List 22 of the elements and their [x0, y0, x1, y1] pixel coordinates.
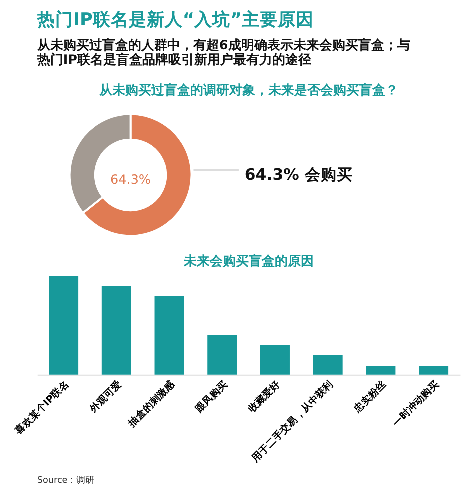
bar: [154, 296, 184, 375]
bar: [419, 366, 449, 375]
bar: [313, 355, 343, 375]
chart-title: 热门IP联名是新人“入坑”主要原因: [36, 10, 314, 31]
x-tick-label: 喜欢某个IP联名: [12, 378, 72, 438]
source-note: Source：调研: [37, 475, 95, 486]
data-label: 64.3%: [110, 173, 152, 188]
bar: [366, 366, 396, 375]
chart-subtitle: 从未购买过盲盒的人群中，有超6成明确表示未来会购买盲盒；与热门IP联名是盲盒品牌吸引新用户最有力的途径: [36, 37, 410, 68]
x-tick-label: 收藏爱好: [246, 378, 283, 416]
x-tick-label: 一时冲动购买: [390, 378, 442, 430]
chart-title: 未来会购买盲盒的原因: [182, 254, 314, 270]
x-tick-label: 忠实粉丝: [351, 378, 389, 416]
x-tick-label: 外观可爱: [86, 378, 124, 416]
text: 从未购买过盲盒的调研对象，未来是否会购买盲盒？: [98, 82, 398, 99]
slice-label: 64.3% 会购买: [244, 165, 353, 184]
bar: [208, 336, 238, 375]
bar: [260, 345, 290, 375]
x-tick-label: 抽盒的刺激感: [126, 378, 178, 430]
bar: [49, 276, 79, 375]
bar: [102, 286, 132, 375]
x-tick-label: 跟风购买: [192, 378, 230, 416]
